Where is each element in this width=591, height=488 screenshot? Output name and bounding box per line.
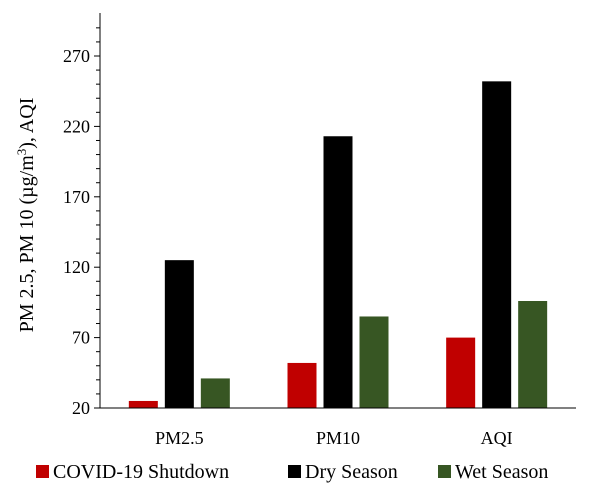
- x-tick-label: PM2.5: [155, 428, 204, 448]
- y-tick-label: 270: [63, 46, 90, 66]
- y-tick-label: 120: [63, 257, 90, 277]
- bar: [323, 136, 353, 409]
- legend-swatch: [288, 465, 301, 478]
- bar: [287, 362, 317, 408]
- bar: [446, 337, 476, 408]
- x-axis-labels: PM2.5 PM10 AQI: [155, 428, 513, 448]
- bar: [518, 300, 548, 408]
- y-tick-label: 170: [63, 187, 90, 207]
- legend: COVID-19 Shutdown Dry Season Wet Season: [36, 461, 548, 483]
- y-axis-ticks: 20 70 120 170 220 270: [63, 27, 100, 418]
- bar: [200, 378, 230, 408]
- bar: [359, 316, 389, 408]
- legend-label: COVID-19 Shutdown: [53, 461, 229, 483]
- legend-label: Wet Season: [455, 461, 548, 483]
- y-axis-label: PM 2.5, PM 10 (µg/m3), AQI: [14, 98, 38, 333]
- legend-label: Dry Season: [305, 461, 398, 483]
- y-tick-label: 220: [63, 116, 90, 136]
- bars: [128, 81, 548, 409]
- legend-swatch: [438, 465, 451, 478]
- bar: [482, 81, 512, 409]
- legend-swatch: [36, 465, 49, 478]
- x-tick-label: AQI: [481, 428, 513, 448]
- y-axis-label-main: PM 2.5, PM 10 (µg/m: [16, 155, 38, 333]
- y-axis-label-tail: ), AQI: [16, 98, 38, 149]
- y-tick-label: 20: [72, 398, 90, 418]
- bar: [164, 260, 194, 408]
- bar: [128, 400, 158, 408]
- y-axis-label-superscript: 3: [14, 149, 29, 156]
- y-tick-label: 70: [72, 328, 90, 348]
- x-tick-label: PM10: [316, 428, 360, 448]
